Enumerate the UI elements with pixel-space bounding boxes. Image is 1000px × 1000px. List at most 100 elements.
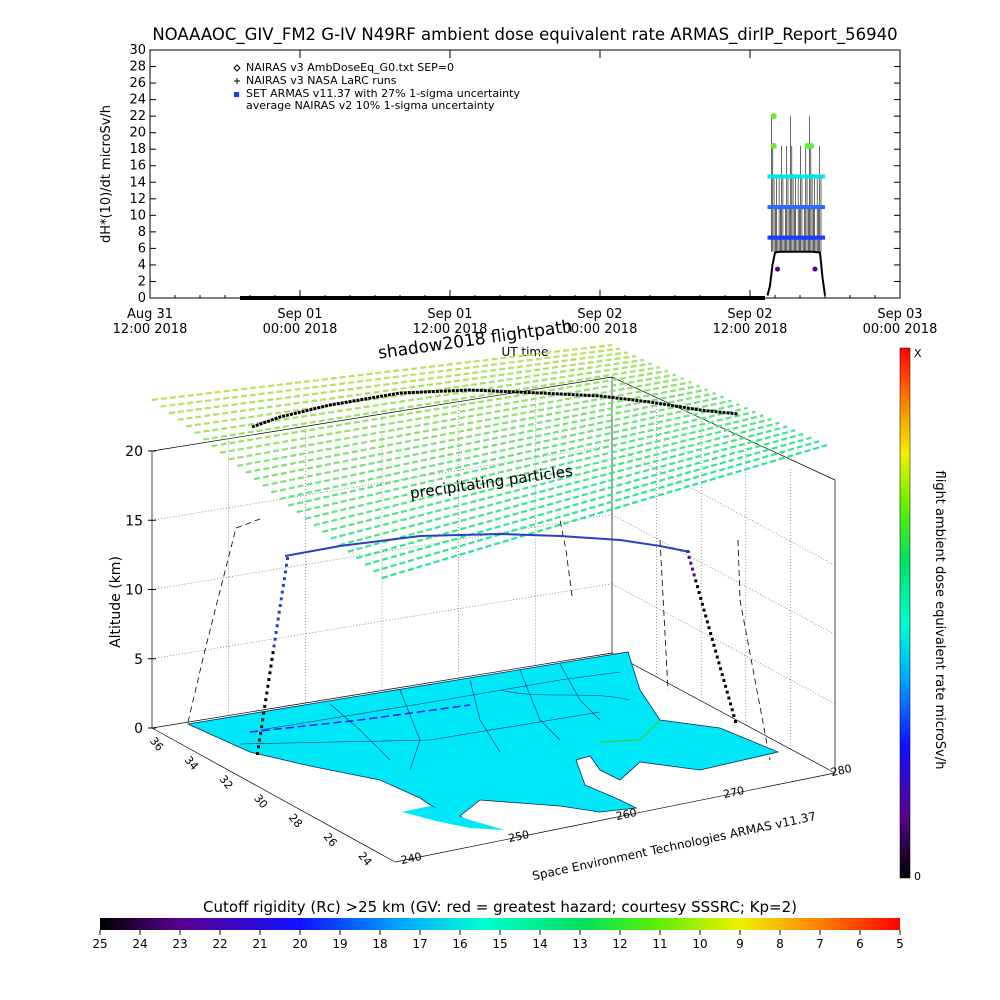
band-marker xyxy=(800,205,805,210)
rigidity-tick-label: 24 xyxy=(132,937,147,951)
band-marker xyxy=(776,235,781,240)
x-tick-label: 00:00 2018 xyxy=(263,322,338,337)
band-marker xyxy=(774,205,779,210)
band-marker xyxy=(788,205,793,210)
land-mass xyxy=(186,651,780,825)
profile-point xyxy=(267,678,271,682)
shadow-stripe xyxy=(194,362,652,435)
legend-label: average NAIRAS v2 10% 1-sigma uncertaint… xyxy=(246,99,495,112)
shadow-stripe xyxy=(254,388,708,481)
lat-tick-label: 28 xyxy=(286,811,305,830)
band-marker xyxy=(804,174,809,179)
band-marker xyxy=(776,205,781,210)
band-marker xyxy=(774,174,779,179)
x-tick-label: Aug 31 xyxy=(127,307,173,322)
y-tick-label: 22 xyxy=(129,109,146,124)
shadow-stripe xyxy=(228,377,684,461)
rigidity-tick-label: 12 xyxy=(612,937,627,951)
y-tick-label: 24 xyxy=(129,93,146,108)
y-tick-label: 12 xyxy=(129,192,146,207)
profile-point xyxy=(280,590,284,594)
profile-point xyxy=(729,702,733,706)
profile-point xyxy=(710,637,714,641)
x-tick-label: 00:00 2018 xyxy=(563,322,638,337)
rigidity-colorbar: Cutoff rigidity (Rc) >25 km (GV: red = g… xyxy=(92,898,903,951)
band-marker xyxy=(818,205,823,210)
lon-tick-label: 250 xyxy=(507,828,530,845)
profile-point xyxy=(709,632,713,636)
z-tick-label: 5 xyxy=(134,652,143,668)
band-marker xyxy=(788,235,793,240)
shadow-flight-track xyxy=(251,388,739,429)
profile-point xyxy=(725,690,729,694)
profile-point xyxy=(271,651,275,655)
profile-point xyxy=(702,608,706,612)
colorbar-ramp xyxy=(899,347,911,879)
rigidity-tick-label: 15 xyxy=(492,937,507,951)
x-tick-label: Sep 03 xyxy=(877,307,922,322)
band-marker xyxy=(783,174,788,179)
band-marker xyxy=(783,235,788,240)
shadow-stripe xyxy=(364,436,812,566)
band-marker xyxy=(816,174,821,179)
band-marker xyxy=(814,174,819,179)
x-tick-label: Sep 01 xyxy=(427,307,472,322)
profile-point xyxy=(704,614,708,618)
profile-point xyxy=(712,643,716,647)
legend-diamond-icon xyxy=(233,64,241,72)
shadow-stripe xyxy=(347,429,796,553)
band-marker xyxy=(790,205,795,210)
lat-tick-label: 30 xyxy=(251,792,270,811)
profile-point xyxy=(727,696,731,700)
y-tick-label: 8 xyxy=(138,225,146,240)
profile-point xyxy=(732,714,736,718)
profile-point xyxy=(705,620,709,624)
z-tick-label: 20 xyxy=(125,444,143,460)
band-marker xyxy=(786,235,791,240)
shadow-stripe xyxy=(288,403,740,507)
lat-tick-label: 24 xyxy=(355,849,374,868)
band-marker xyxy=(814,235,819,240)
colorbar-top-label: X xyxy=(914,347,922,360)
band-marker xyxy=(816,235,821,240)
profile-point xyxy=(257,745,261,749)
shadow-stripe xyxy=(151,343,613,402)
profile-point xyxy=(275,624,279,628)
profile-point xyxy=(720,673,724,677)
grid-line xyxy=(611,514,836,635)
y-tick-label: 26 xyxy=(129,76,146,91)
legend-plus-icon xyxy=(234,78,240,84)
y-tick-label: 0 xyxy=(138,291,146,306)
projection-lines xyxy=(187,518,771,761)
band-marker xyxy=(797,174,802,179)
lon-tick-label: 280 xyxy=(830,762,853,779)
profile-point xyxy=(700,602,704,606)
profile-point xyxy=(690,567,694,571)
rigidity-tick-label: 16 xyxy=(452,937,467,951)
band-marker xyxy=(818,174,823,179)
peninsula xyxy=(402,806,505,830)
peak-marker xyxy=(770,113,777,120)
band-marker xyxy=(786,205,791,210)
x-tick-label: 12:00 2018 xyxy=(713,322,788,337)
data-marks xyxy=(240,113,826,300)
rigidity-tick-label: 17 xyxy=(412,937,427,951)
state-borders xyxy=(239,663,631,771)
band-marker xyxy=(769,174,774,179)
y-tick-label: 6 xyxy=(138,241,146,256)
rigidity-tick-label: 23 xyxy=(172,937,187,951)
band-marker xyxy=(790,174,795,179)
profile-point xyxy=(724,684,728,688)
lon-tick-label: 270 xyxy=(722,784,745,801)
descent-profile xyxy=(686,550,737,723)
shadow-stripe xyxy=(168,351,629,415)
profile-point xyxy=(719,667,723,671)
shadow-stripe xyxy=(185,358,645,428)
band-marker xyxy=(779,174,784,179)
band-marker xyxy=(767,174,772,179)
profile-point xyxy=(259,731,263,735)
shadow-stripe xyxy=(356,432,804,560)
